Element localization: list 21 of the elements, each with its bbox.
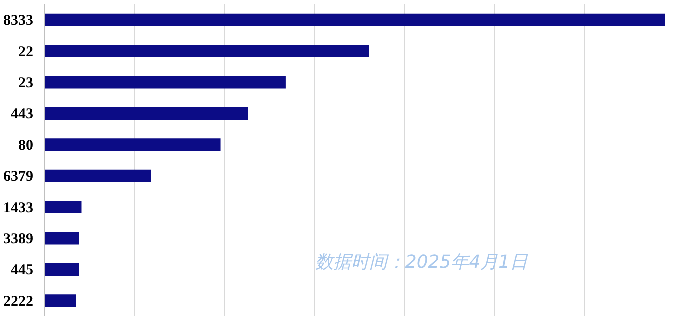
bar (44, 138, 221, 152)
bar (44, 232, 80, 245)
bar (44, 263, 80, 276)
y-tick-label: 443 (11, 106, 34, 123)
y-tick-label: 3389 (4, 232, 34, 248)
bar (44, 201, 82, 214)
annotation: 数据时间：2025年4月1日 (315, 252, 530, 273)
y-tick-label: 23 (18, 76, 34, 92)
bar (44, 14, 666, 26)
y-tick-label: 445 (11, 262, 34, 279)
bar (44, 45, 370, 58)
y-tick-label: 80 (18, 138, 34, 154)
bar (44, 294, 76, 308)
bar (44, 107, 248, 120)
y-tick-label: 1433 (4, 200, 34, 216)
bar (44, 170, 152, 182)
y-tick-label: 22 (18, 44, 34, 60)
y-tick-label: 6379 (4, 169, 34, 186)
y-tick-label: 8333 (4, 13, 34, 30)
bar (44, 76, 286, 89)
y-tick-label: 2222 (4, 294, 34, 310)
